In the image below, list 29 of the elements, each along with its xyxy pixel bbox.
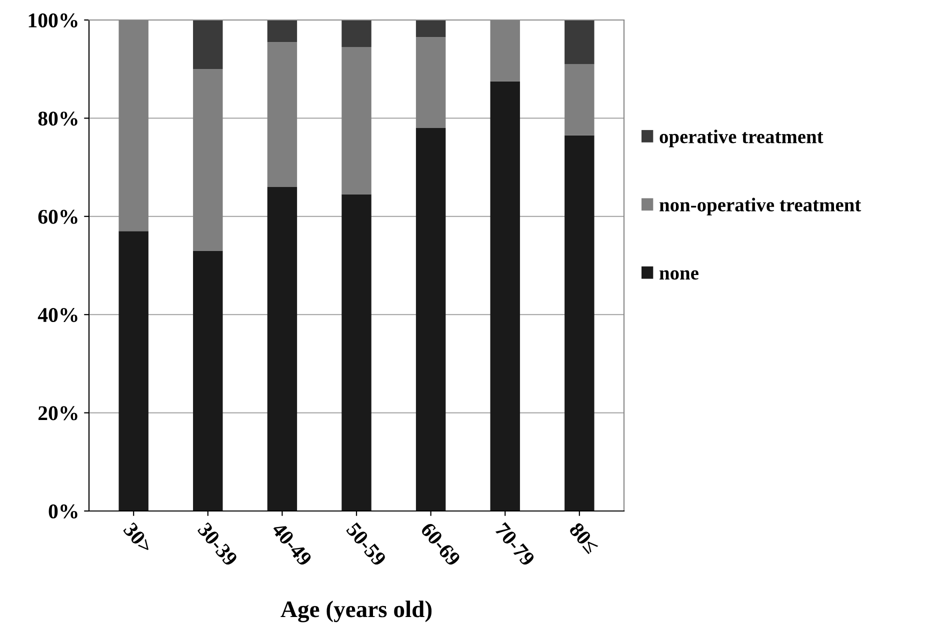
x-tick-label: 80≤	[568, 522, 600, 554]
y-tick-label: 20%	[38, 406, 78, 420]
bar	[564, 20, 594, 64]
bar	[118, 231, 148, 511]
x-tick-label: 30>	[122, 522, 154, 554]
legend-label: none	[660, 270, 698, 280]
y-tick-label: 40%	[38, 308, 78, 322]
bar	[490, 81, 520, 511]
legend-label: non-operative treatment	[660, 198, 862, 216]
y-tick-label: 80%	[38, 112, 78, 126]
y-tick-label: 60%	[38, 210, 78, 224]
legend-label: operative treatment	[660, 130, 824, 148]
bar	[267, 42, 298, 187]
bar	[342, 194, 372, 511]
y-tick-label: 100%	[28, 13, 78, 28]
bar	[416, 128, 446, 511]
bar	[193, 69, 223, 251]
bar	[564, 135, 594, 511]
x-axis-title: Age (years old)	[280, 600, 432, 622]
bar	[564, 64, 594, 136]
bar	[267, 186, 298, 511]
bar	[342, 47, 372, 194]
y-tick-label: 0%	[48, 504, 78, 518]
bar	[416, 20, 446, 38]
bar	[267, 20, 298, 42]
bar	[193, 20, 223, 70]
bar	[342, 20, 372, 48]
bar	[416, 37, 446, 128]
bar	[193, 250, 223, 511]
